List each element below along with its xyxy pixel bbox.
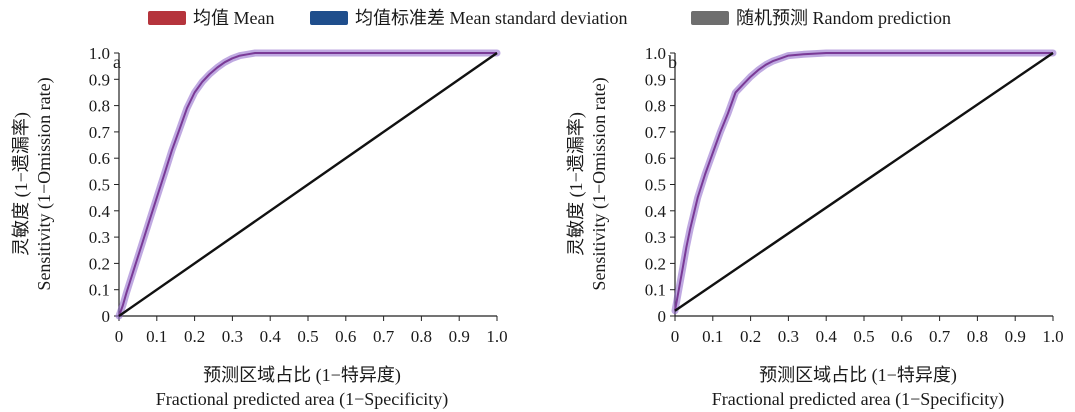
mean-line [674,52,1053,311]
x-tick-label: 0.1 [146,327,167,346]
y-tick-label: 0.9 [89,70,110,89]
legend-label-sd: 均值标准差 Mean standard deviation [355,8,627,28]
panel-label-a: a [113,52,121,72]
x-tick-label: 0 [671,327,680,346]
random-prediction-line [674,52,1054,312]
x-tick-label: 0.9 [449,327,470,346]
y-tick-label: 0.8 [89,97,110,116]
y-tick-label: 0.1 [89,281,110,300]
legend-swatch-random [691,11,729,25]
panel-b: 0 0.1 0.2 0.3 0.4 0.5 0.6 0.7 0.8 0.9 1.0 0 0.1 0.2 0.… [566,44,1064,410]
y-tick-label: 0.3 [89,228,110,247]
x-tick-label: 0.5 [297,327,318,346]
y-tick-label: 0.9 [645,70,666,89]
y-axis-title-cn: 灵敏度 (1−遗漏率) [566,112,587,256]
y-tick-label: 1.0 [89,44,110,63]
x-tick-label: 0.2 [184,327,205,346]
y-tick-label: 0.8 [645,97,666,116]
y-tick-label: 0.4 [89,202,111,221]
y-tick-label: 0.2 [89,254,110,273]
legend-label-mean: 均值 Mean [193,8,274,28]
y-axis-title-en: Sensitivity (1−Omission rate) [34,77,55,290]
x-tick-label: 0.6 [891,327,912,346]
x-tick-label: 0.9 [1005,327,1026,346]
y-tick-label: 0.5 [89,176,110,195]
x-tick-label: 0.6 [335,327,356,346]
y-tick-label: 0.6 [645,149,666,168]
x-tick-label: 0.5 [853,327,874,346]
y-tick-label: 0.7 [89,123,111,142]
x-tick-label: 0.3 [778,327,799,346]
x-tick-label: 0 [115,327,124,346]
x-tick-label: 0.2 [740,327,761,346]
x-tick-label: 1.0 [486,327,507,346]
y-tick-label: 0.4 [645,202,667,221]
y-axis-title-en: Sensitivity (1−Omission rate) [589,77,610,290]
mean-line [118,52,497,317]
x-tick-label: 0.7 [929,327,951,346]
panel-a: 0 0.1 0.2 0.3 0.4 0.5 0.6 0.7 0.8 0.9 1.0 0 0.1 0.2 0.… [11,44,508,410]
x-axis-title-cn: 预测区域占比 (1−特异度) [203,365,401,386]
x-tick-label: 0.1 [702,327,723,346]
x-tick-label: 0.7 [373,327,395,346]
y-tick-label: 0 [102,307,111,326]
y-tick-label: 0.3 [645,228,666,247]
y-tick-label: 0.2 [645,254,666,273]
x-tick-label: 1.0 [1042,327,1063,346]
random-prediction-line [118,52,498,317]
y-tick-label: 0.5 [645,176,666,195]
y-tick-label: 0 [658,307,667,326]
y-tick-label: 0.6 [89,149,110,168]
x-tick-label: 0.8 [411,327,432,346]
legend-swatch-mean [148,11,186,25]
x-axis-title-en: Fractional predicted area (1−Specificity… [712,389,1005,410]
y-axis-title-cn: 灵敏度 (1−遗漏率) [11,112,32,256]
legend-label-random: 随机预测 Random prediction [736,8,951,28]
x-tick-label: 0.4 [260,327,282,346]
panel-label-b: b [668,52,677,72]
legend: 均值 Mean 均值标准差 Mean standard deviation 随机… [148,8,951,28]
x-tick-label: 0.8 [967,327,988,346]
x-axis-title-en: Fractional predicted area (1−Specificity… [156,389,449,410]
y-tick-label: 1.0 [645,44,666,63]
x-tick-label: 0.3 [222,327,243,346]
y-tick-label: 0.7 [645,123,667,142]
legend-swatch-sd [310,11,348,25]
x-tick-label: 0.4 [816,327,838,346]
y-tick-label: 0.1 [645,281,666,300]
x-axis-title-cn: 预测区域占比 (1−特异度) [759,365,957,386]
